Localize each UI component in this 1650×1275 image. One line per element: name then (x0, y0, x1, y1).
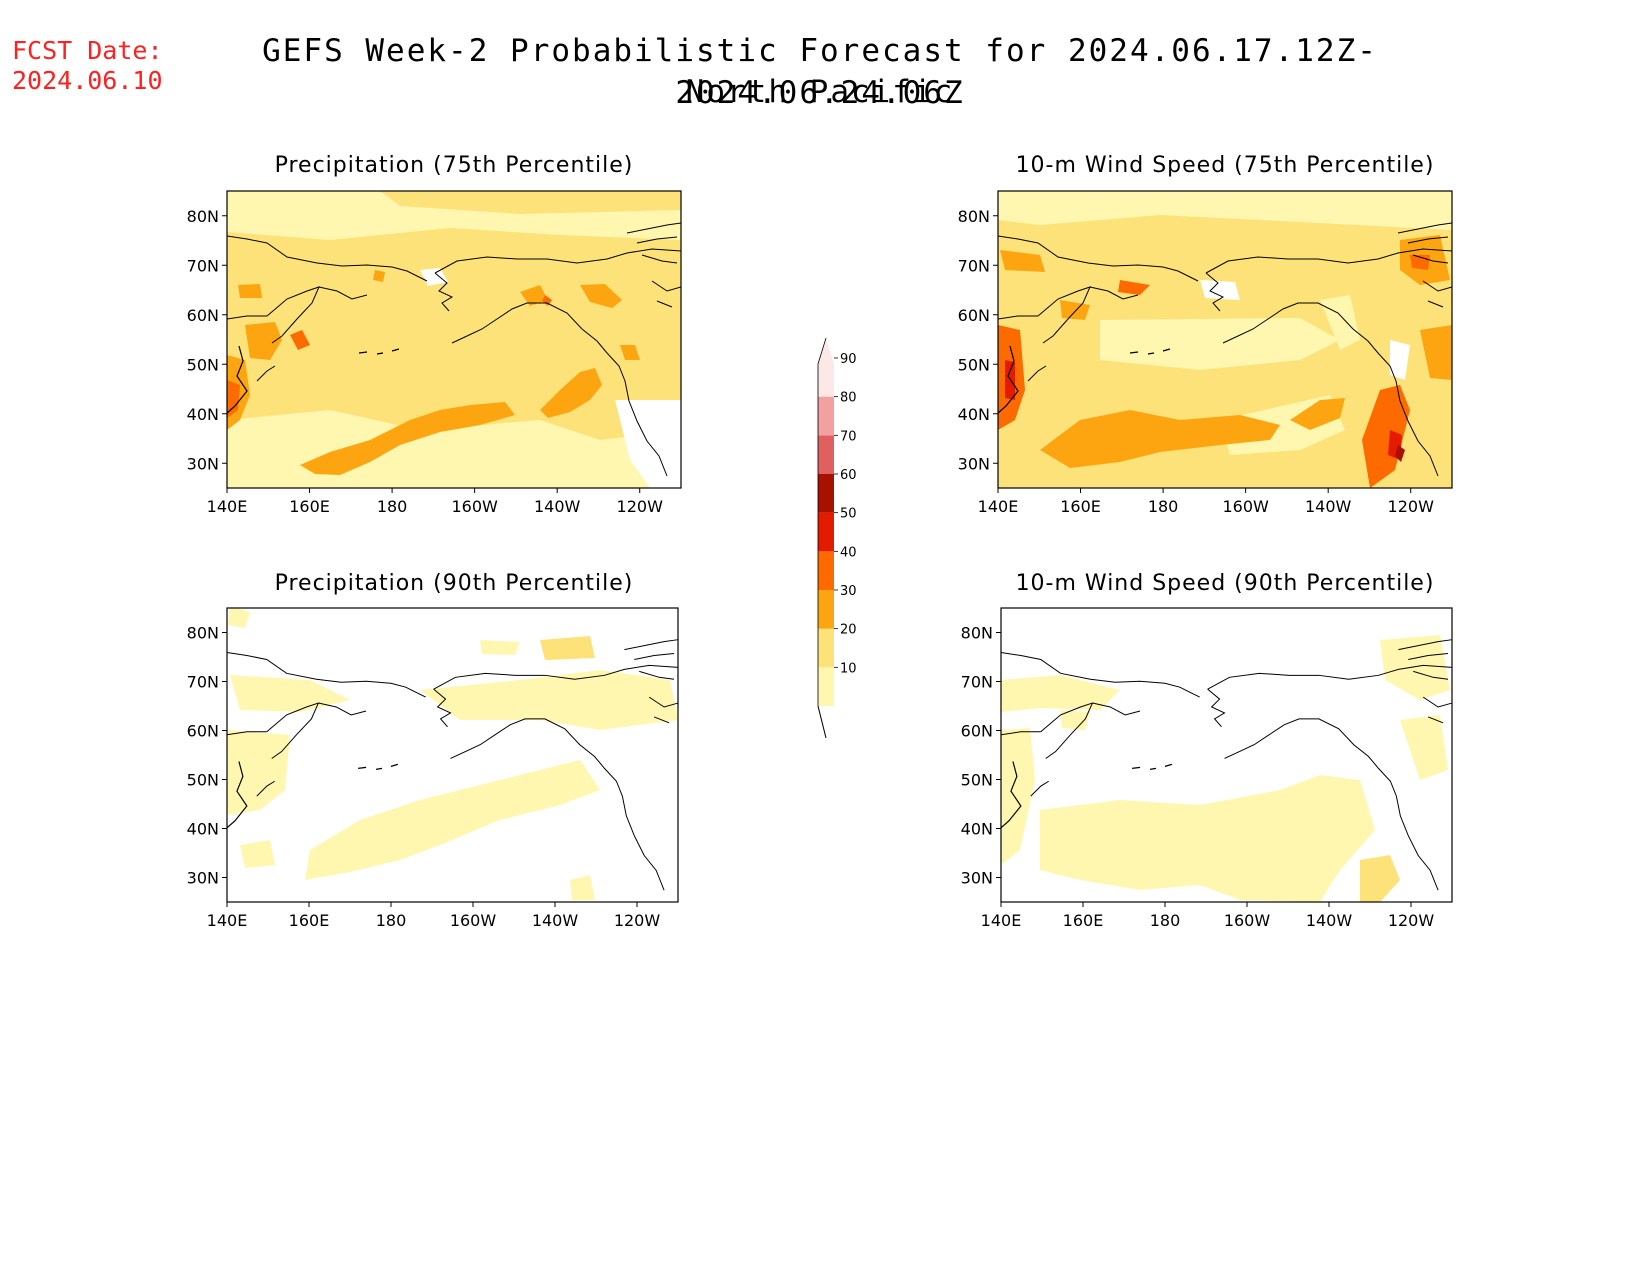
lat-tick-label: 80N (961, 624, 993, 643)
lon-tick-label: 180 (376, 911, 407, 930)
colorbar-label: 50 (840, 507, 857, 522)
lon-tick-label: 120W (614, 911, 661, 930)
forecast-date-label: FCST Date: 2024.06.10 (12, 36, 163, 96)
lat-tick-label: 70N (958, 256, 990, 275)
lat-tick-label: 80N (958, 207, 990, 226)
page-title: GEFS Week-2 Probabilistic Forecast for 2… (262, 33, 1378, 111)
lon-tick-label: 160E (289, 911, 330, 930)
lon-tick-label: 140E (981, 911, 1022, 930)
lat-tick-label: 30N (958, 454, 990, 473)
colorbar-label: 20 (840, 623, 857, 638)
lat-tick-label: 60N (187, 722, 219, 741)
colorbar-segment (818, 628, 834, 668)
colorbar-segment (818, 551, 834, 590)
colorbar-label: 40 (840, 545, 857, 560)
colorbar-label: 60 (840, 468, 857, 483)
lon-tick-label: 140W (534, 497, 581, 516)
colorbar-segment (818, 338, 834, 397)
fcst-date: 2024.06.10 (12, 66, 163, 95)
lon-tick-label: 140W (532, 911, 579, 930)
lon-tick-label: 160W (1224, 911, 1271, 930)
colorbar-outline (817, 337, 827, 706)
page-subtitle: North Pacific (685, 74, 955, 110)
lat-tick-label: 60N (187, 306, 219, 325)
colorbar-label: 10 (840, 661, 857, 676)
colorbar-arrow (817, 705, 827, 739)
colorbar-label: 30 (840, 584, 857, 599)
lon-tick-label: 180 (377, 497, 408, 516)
lon-tick-label: 160W (1222, 497, 1269, 516)
panel-title-precip75: Precipitation (75th Percentile) (275, 153, 634, 178)
panel-title-wind90: 10-m Wind Speed (90th Percentile) (1016, 571, 1435, 596)
colorbar-segment (818, 435, 834, 474)
axis-labels: 140E 160E 180 160W 140W 120W 80N 70N 60N 50N 40N 30… (187, 207, 1435, 930)
colorbar-segment (818, 512, 834, 552)
lon-tick-label: 160W (450, 911, 497, 930)
lon-tick-label: 160E (1060, 497, 1101, 516)
colorbar-segment (818, 667, 834, 706)
lat-tick-label: 60N (961, 722, 993, 741)
colorbar-label: 70 (840, 429, 857, 444)
lat-tick-label: 40N (961, 820, 993, 839)
lon-tick-label: 120W (617, 497, 664, 516)
colorbar-segment (818, 396, 834, 436)
lat-tick-label: 60N (958, 306, 990, 325)
lat-tick-label: 80N (187, 207, 219, 226)
lat-tick-label: 40N (187, 405, 219, 424)
lat-tick-label: 70N (187, 256, 219, 275)
lon-tick-label: 160E (1063, 911, 1104, 930)
colorbar-label: 80 (840, 391, 857, 406)
lon-tick-label: 160W (451, 497, 498, 516)
lat-tick-label: 30N (187, 454, 219, 473)
panel-precip90 (226, 607, 679, 903)
lon-tick-label: 140W (1305, 497, 1352, 516)
lon-tick-label: 140E (978, 497, 1019, 516)
lat-tick-label: 30N (961, 869, 993, 888)
lon-tick-label: 140E (207, 911, 248, 930)
lon-tick-label: 180 (1148, 497, 1179, 516)
panel-precip75 (226, 190, 682, 489)
lon-tick-label: 160E (289, 497, 330, 516)
lat-tick-label: 70N (961, 673, 993, 692)
panel-title-precip90: Precipitation (90th Percentile) (275, 571, 634, 596)
lon-tick-label: 140E (207, 497, 248, 516)
fcst-label: FCST Date: (12, 36, 163, 65)
lat-tick-label: 30N (187, 869, 219, 888)
lon-tick-label: 180 (1150, 911, 1181, 930)
lat-tick-label: 40N (187, 820, 219, 839)
lat-tick-label: 50N (187, 771, 219, 790)
panel-wind75 (997, 190, 1453, 489)
lat-tick-label: 50N (961, 771, 993, 790)
colorbar-segment (818, 590, 834, 629)
lon-tick-label: 140W (1306, 911, 1353, 930)
lat-tick-label: 70N (187, 673, 219, 692)
lat-tick-label: 50N (187, 355, 219, 374)
lon-tick-label: 120W (1388, 497, 1435, 516)
lon-tick-label: 120W (1388, 911, 1435, 930)
colorbar-label: 90 (840, 352, 857, 367)
colorbar: 10 20 30 40 50 60 70 80 90 (817, 337, 857, 739)
colorbar-segment (818, 474, 834, 513)
panel-title-wind75: 10-m Wind Speed (75th Percentile) (1016, 153, 1435, 178)
lat-tick-label: 40N (958, 405, 990, 424)
lat-tick-label: 50N (958, 355, 990, 374)
panel-wind90 (1000, 607, 1453, 903)
lat-tick-label: 80N (187, 624, 219, 643)
